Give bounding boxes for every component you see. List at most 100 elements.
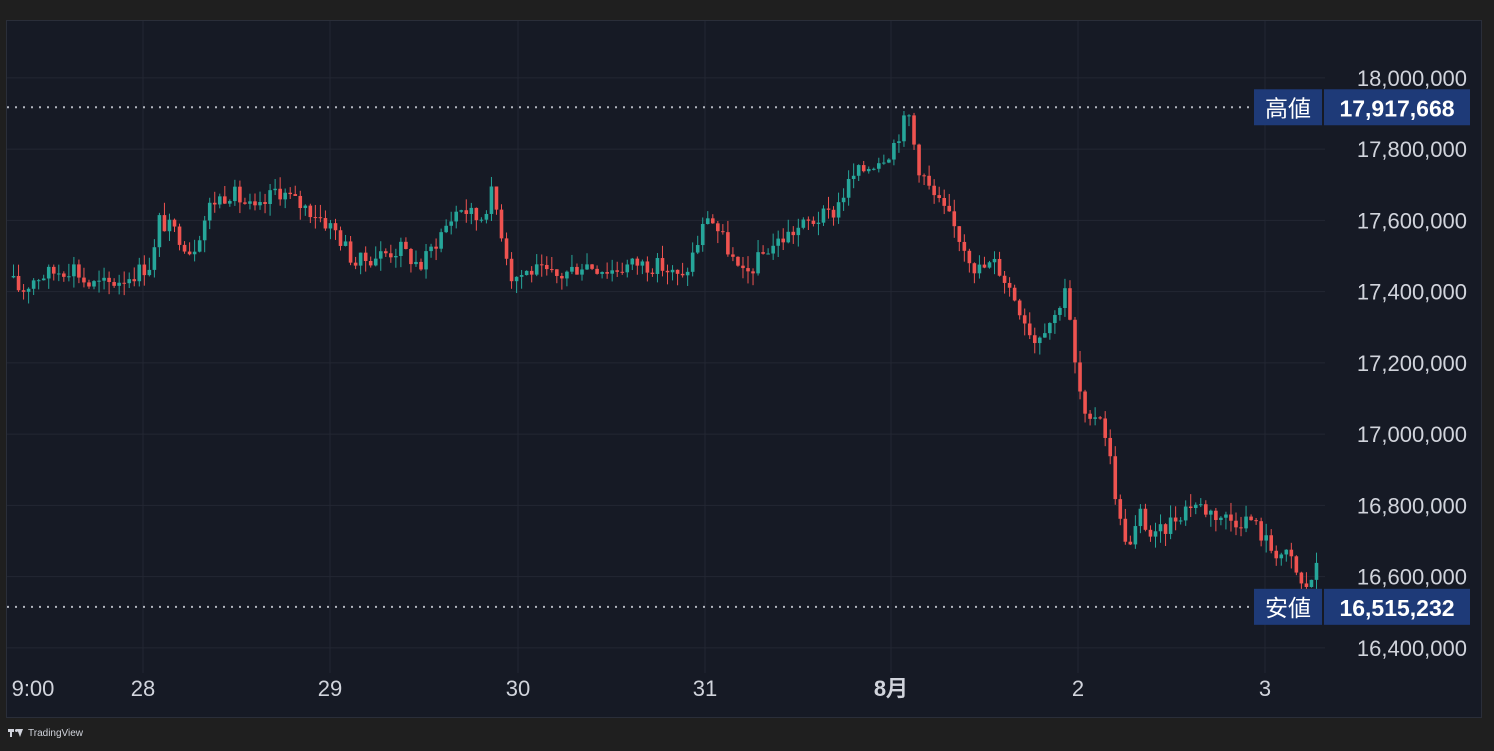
candle-body[interactable] [529,270,534,275]
candle-body[interactable] [992,258,997,263]
candle-body[interactable] [67,276,71,278]
candle-body[interactable] [41,278,46,281]
candle-body[interactable] [816,222,821,224]
candle-body[interactable] [1058,307,1062,315]
candle-body[interactable] [238,186,242,203]
candle-body[interactable] [283,192,287,200]
candle-body[interactable] [1178,520,1183,522]
candle-body[interactable] [1229,514,1233,521]
candle-body[interactable] [177,226,182,245]
candle-body[interactable] [1068,288,1072,320]
candle-body[interactable] [821,208,826,223]
candle-body[interactable] [640,261,645,266]
candle-body[interactable] [399,241,403,256]
candle-body[interactable] [1108,437,1113,457]
candle-body[interactable] [82,277,86,283]
candle-body[interactable] [902,115,906,142]
candle-body[interactable] [434,246,438,249]
candle-body[interactable] [887,159,891,163]
candle-body[interactable] [197,240,202,252]
candle-body[interactable] [630,258,635,265]
candle-body[interactable] [736,256,740,266]
candle-body[interactable] [786,231,791,243]
candle-body[interactable] [1063,288,1067,308]
candle-body[interactable] [1133,526,1138,545]
candle-body[interactable] [489,186,494,214]
candle-body[interactable] [1264,535,1268,541]
candle-body[interactable] [248,201,252,204]
candle-body[interactable] [21,290,26,292]
candle-body[interactable] [856,165,861,176]
candle-body[interactable] [987,262,992,268]
candle-body[interactable] [660,258,665,271]
candle-body[interactable] [595,268,599,274]
candle-body[interactable] [721,231,725,233]
candle-body[interactable] [253,201,257,206]
candle-body[interactable] [157,215,162,248]
candle-body[interactable] [1053,314,1057,324]
candle-body[interactable] [202,220,207,241]
candle-body[interactable] [1259,521,1263,541]
candle-body[interactable] [514,276,519,282]
candle-body[interactable] [605,272,609,274]
candle-body[interactable] [1093,417,1097,419]
candle-body[interactable] [746,268,750,272]
candle-body[interactable] [731,254,735,257]
candle-body[interactable] [1314,562,1319,580]
candle-body[interactable] [1198,504,1203,506]
y-axis[interactable]: 18,000,000 17,800,000 17,600,000 17,400,000… [1357,66,1467,661]
candle-body[interactable] [92,281,96,287]
candle-body[interactable] [212,202,217,205]
candle-body[interactable] [972,263,977,274]
candle-body[interactable] [650,272,655,274]
candle-body[interactable] [97,280,101,282]
candle-body[interactable] [1309,579,1314,587]
candle-body[interactable] [811,220,816,224]
candle-body[interactable] [932,185,936,196]
candle-body[interactable] [263,202,267,204]
candle-body[interactable] [107,277,111,283]
candle-body[interactable] [766,253,770,255]
candle-body[interactable] [625,264,630,273]
candle-body[interactable] [11,275,16,278]
candle-body[interactable] [122,282,126,284]
candle-body[interactable] [268,190,272,204]
candle-body[interactable] [1143,508,1148,530]
candle-body[interactable] [771,245,775,254]
price-chart[interactable]: 18,000,000 17,800,000 17,600,000 17,400,000… [7,21,1483,719]
candle-body[interactable] [1193,504,1198,509]
candle-body[interactable] [570,266,574,272]
candle-body[interactable] [1158,524,1163,532]
candle-body[interactable] [233,186,237,202]
candle-body[interactable] [761,252,765,254]
candle-body[interactable] [147,269,152,276]
candle-body[interactable] [394,255,398,258]
candle-body[interactable] [1037,337,1042,344]
candle-body[interactable] [167,219,172,232]
candle-body[interactable] [1234,520,1238,528]
candle-body[interactable] [303,205,308,209]
candle-body[interactable] [1239,527,1243,529]
candle-body[interactable] [781,238,786,243]
candle-body[interactable] [826,208,831,210]
candle-body[interactable] [1007,282,1012,288]
candle-body[interactable] [836,202,841,218]
candle-body[interactable] [1289,549,1294,557]
candle-body[interactable] [223,196,227,204]
candle-body[interactable] [373,258,378,266]
candle-body[interactable] [323,218,328,229]
candle-body[interactable] [228,201,232,204]
candle-body[interactable] [947,205,952,212]
candle-body[interactable] [56,273,61,275]
candle-body[interactable] [977,264,982,274]
candle-body[interactable] [1043,333,1047,338]
candle-body[interactable] [726,232,730,255]
candle-body[interactable] [610,270,614,274]
candle-body[interactable] [575,266,579,275]
candle-body[interactable] [479,219,484,221]
candle-body[interactable] [509,258,514,282]
candle-body[interactable] [997,258,1002,276]
candle-body[interactable] [550,269,554,271]
candle-body[interactable] [31,280,36,289]
candle-body[interactable] [474,207,479,221]
